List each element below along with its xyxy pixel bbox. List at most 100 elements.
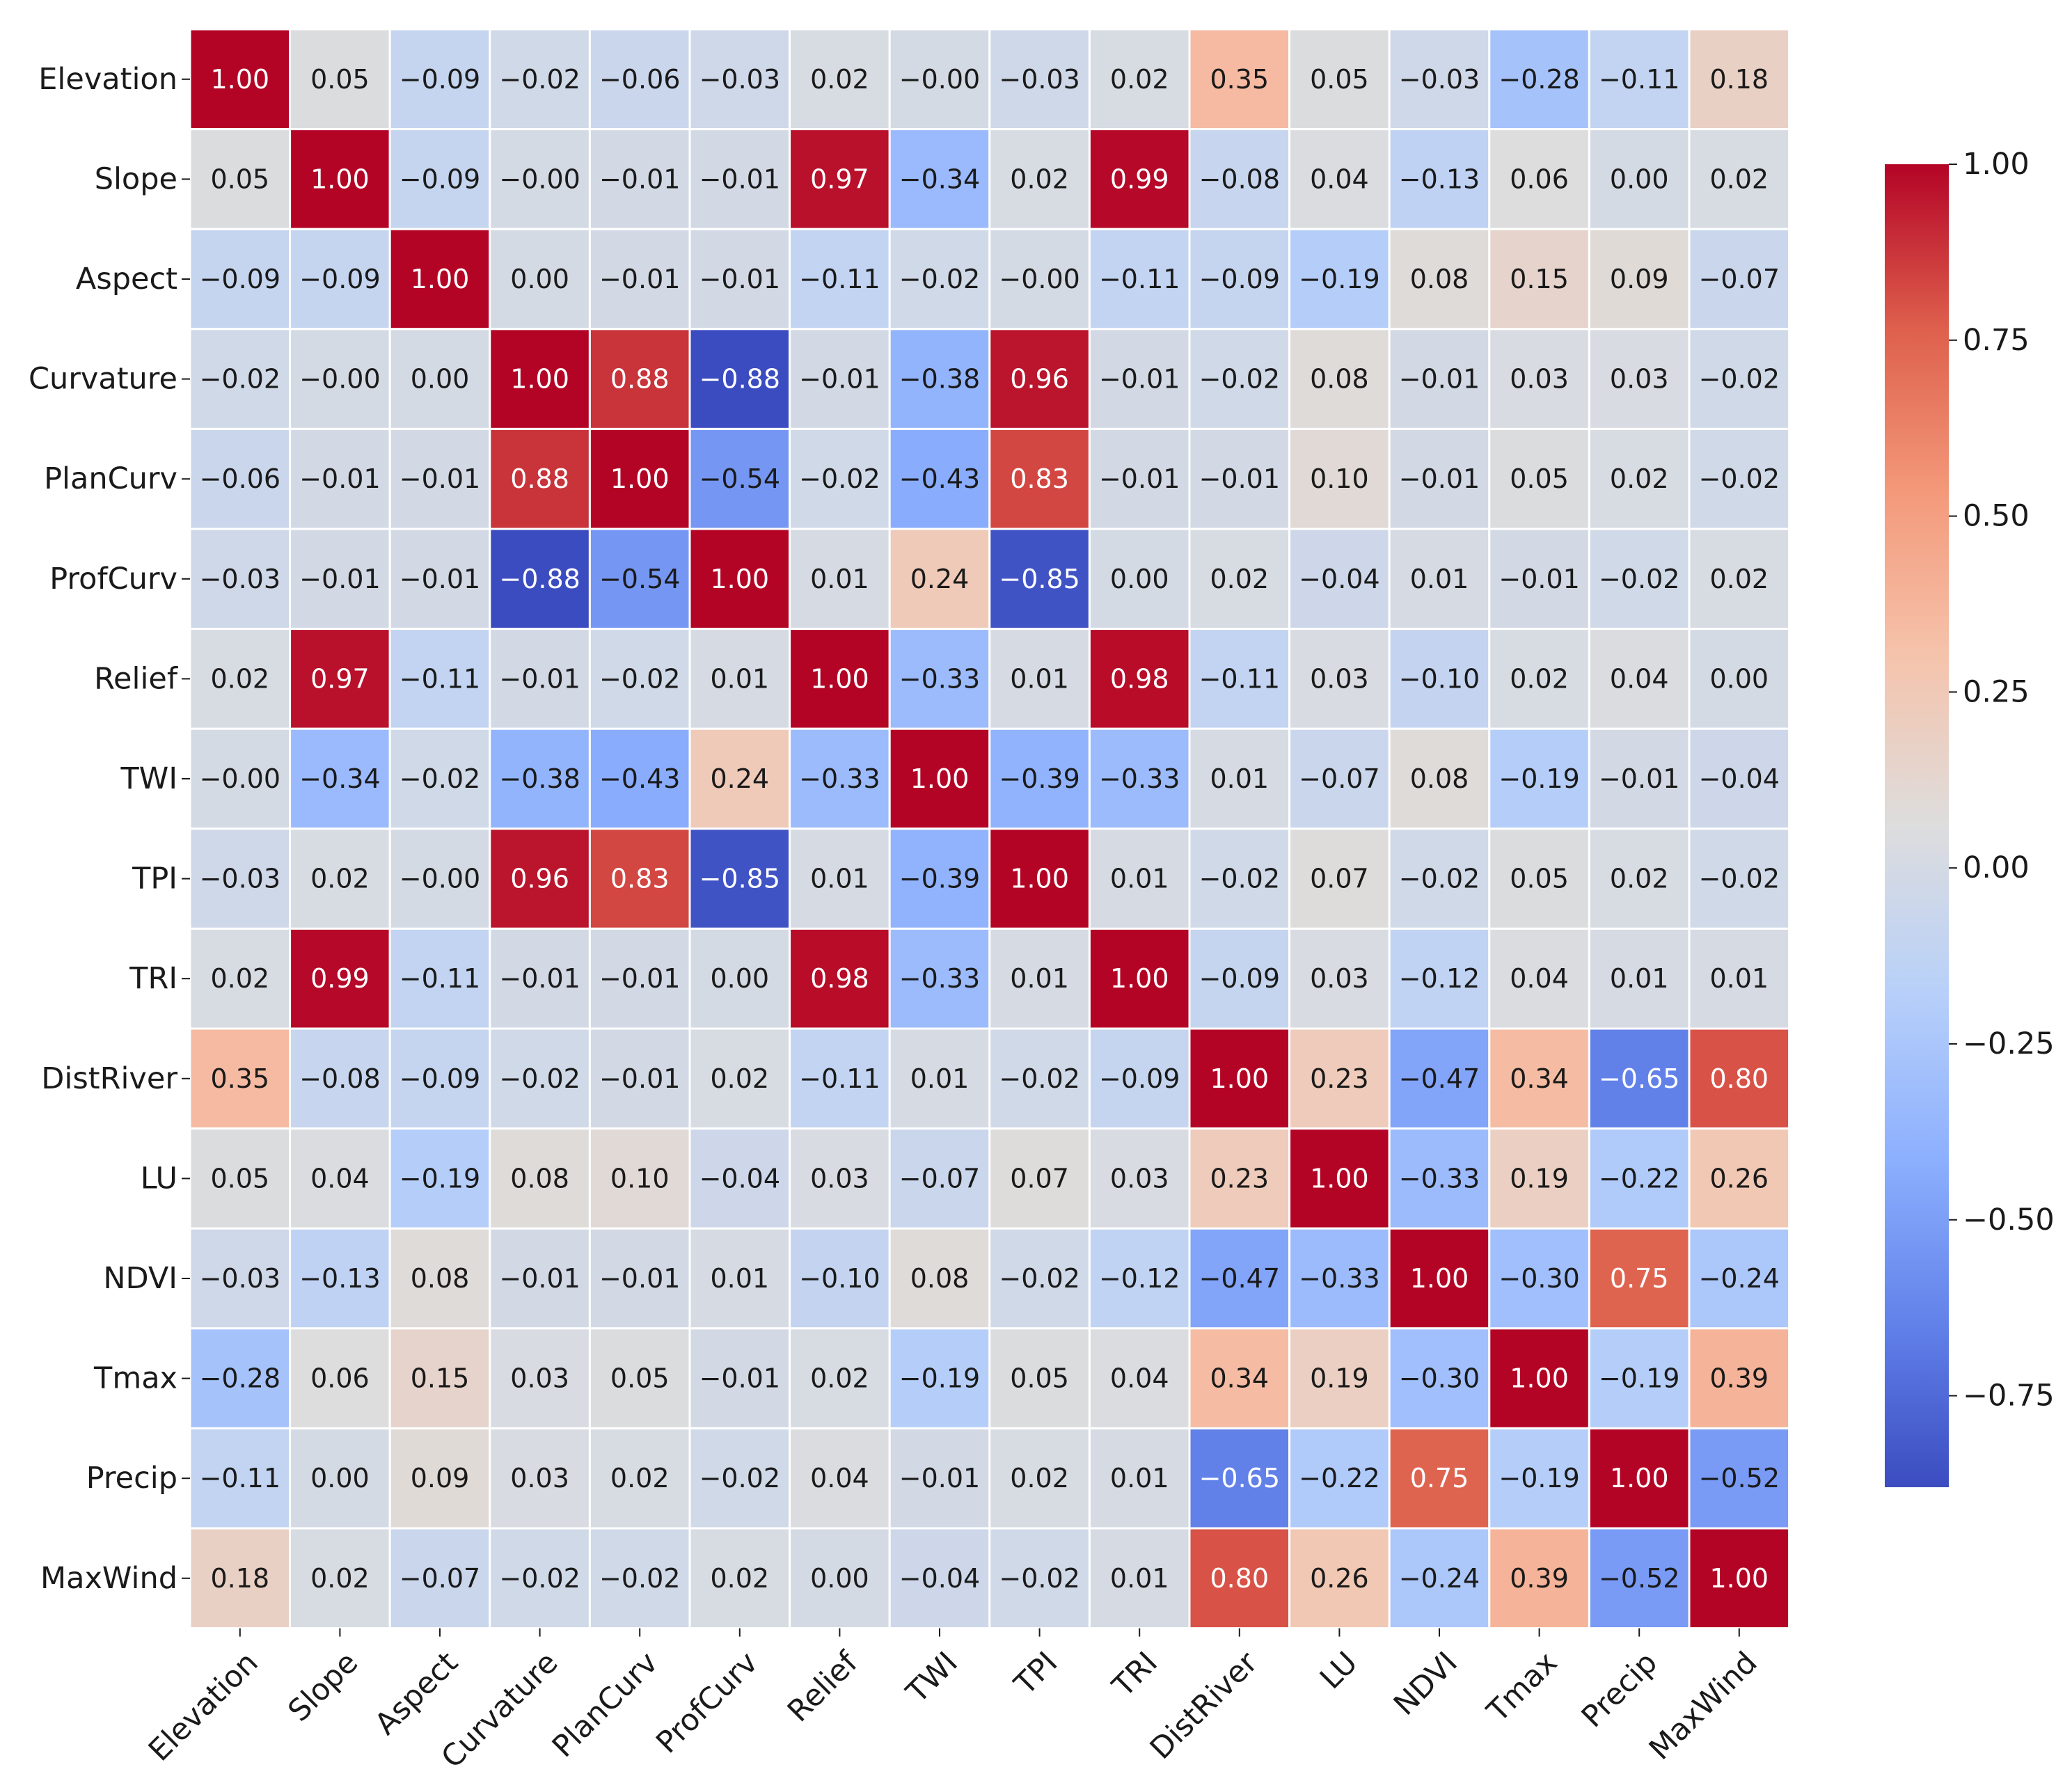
heatmap-cell-tri-elevation	[189, 927, 292, 1030]
heatmap-cell-tmax-aspect	[388, 1327, 491, 1429]
x-axis-label-ndvi: NDVI	[1387, 1645, 1464, 1722]
heatmap-cell-ndvi-precip	[1588, 1227, 1691, 1330]
heatmap-cell-tpi-relief	[789, 827, 891, 930]
heatmap-cell-aspect-twi	[888, 228, 991, 331]
heatmap-cell-ndvi-relief	[789, 1227, 891, 1330]
heatmap-cell-profcurv-curvature	[489, 528, 591, 631]
colorbar-tick-label: 1.00	[1963, 147, 2030, 182]
heatmap-cell-tri-aspect	[388, 927, 491, 1030]
heatmap-cell-tri-ndvi	[1388, 927, 1491, 1030]
heatmap-cell-value: −0.01	[599, 963, 680, 994]
heatmap-cell-tri-plancurv	[588, 927, 691, 1030]
heatmap-cell-tmax-tmax	[1488, 1327, 1590, 1429]
heatmap-cell-value: 0.75	[1410, 1463, 1469, 1493]
heatmap-cell-value: −0.02	[400, 763, 480, 794]
heatmap-cell-value: 0.02	[1709, 164, 1769, 194]
heatmap-cell-value: −0.34	[299, 763, 380, 794]
heatmap-cell-value: 0.97	[810, 164, 869, 194]
heatmap-cell-slope-distriver	[1188, 128, 1291, 230]
heatmap-cell-value: −0.88	[699, 364, 780, 395]
heatmap-cell-value: 1.00	[810, 663, 869, 694]
heatmap-cell-value: −0.02	[499, 1563, 580, 1594]
heatmap-cell-distriver-slope	[289, 1027, 391, 1130]
heatmap-cell-value: −0.01	[599, 264, 680, 294]
heatmap-cell-lu-profcurv	[688, 1127, 791, 1230]
heatmap-cell-value: −0.13	[299, 1263, 380, 1294]
heatmap-cell-value: −0.01	[599, 164, 680, 194]
heatmap-cell-value: 1.00	[1410, 1263, 1469, 1294]
heatmap-cell-distriver-maxwind	[1688, 1027, 1791, 1130]
heatmap-cell-value: −0.02	[899, 264, 980, 294]
heatmap-cell-twi-precip	[1588, 727, 1691, 830]
heatmap-cell-tmax-curvature	[489, 1327, 591, 1429]
heatmap-cell-aspect-tmax	[1488, 228, 1590, 331]
heatmap-cell-value: 0.09	[411, 1463, 470, 1493]
heatmap-cell-value: 0.34	[1510, 1063, 1569, 1094]
heatmap-cell-value: 0.01	[1110, 864, 1169, 894]
heatmap-cell-tmax-tpi	[988, 1327, 1091, 1429]
heatmap-cell-value: −0.00	[200, 763, 280, 794]
heatmap-cell-value: 0.02	[1610, 463, 1669, 494]
heatmap-cell-value: −0.02	[599, 1563, 680, 1594]
heatmap-cell-tri-maxwind	[1688, 927, 1791, 1030]
heatmap-cell-value: −0.01	[599, 1263, 680, 1294]
heatmap-cell-aspect-curvature	[489, 228, 591, 331]
heatmap-cell-value: −0.00	[499, 164, 580, 194]
heatmap-cell-plancurv-tri	[1088, 427, 1191, 530]
heatmap-cell-value: −0.30	[1498, 1263, 1579, 1294]
heatmap-cell-value: −0.47	[1399, 1063, 1480, 1094]
heatmap-cell-value: 0.08	[1310, 364, 1369, 395]
heatmap-cell-value: 0.02	[810, 64, 869, 95]
heatmap-cell-plancurv-lu	[1288, 427, 1391, 530]
heatmap-cell-tri-lu	[1288, 927, 1391, 1030]
heatmap-cell-value: −0.39	[999, 763, 1080, 794]
heatmap-cell-elevation-slope	[289, 28, 391, 131]
heatmap-cell-ndvi-tri	[1088, 1227, 1191, 1330]
heatmap-cell-slope-plancurv	[588, 128, 691, 230]
heatmap-cell-value: −0.09	[1199, 963, 1280, 994]
heatmap-cell-value: 0.96	[1010, 364, 1069, 395]
heatmap-cell-value: 0.04	[1110, 1363, 1169, 1394]
heatmap-cell-value: −0.02	[1199, 364, 1280, 395]
heatmap-cell-value: 0.00	[310, 1463, 370, 1493]
heatmap-cell-curvature-slope	[289, 328, 391, 430]
heatmap-cell-value: 1.00	[1510, 1363, 1569, 1394]
heatmap-cell-value: 0.80	[1210, 1563, 1269, 1594]
x-axis-label-twi: TWI	[899, 1645, 965, 1711]
heatmap-cell-curvature-aspect	[388, 328, 491, 430]
y-axis-label-curvature: Curvature	[29, 362, 177, 397]
heatmap-cell-value: 0.01	[1610, 963, 1669, 994]
heatmap-cell-value: 1.00	[210, 64, 269, 95]
heatmap-cell-precip-ndvi	[1388, 1427, 1491, 1530]
heatmap-cell-value: −0.54	[699, 463, 780, 494]
heatmap-cell-value: 0.02	[1010, 1463, 1069, 1493]
heatmap-cell-value: −0.12	[1399, 963, 1480, 994]
heatmap-cell-value: −0.02	[799, 463, 880, 494]
heatmap-cell-value: −0.85	[999, 564, 1080, 594]
heatmap-cell-value: 0.00	[1110, 564, 1169, 594]
colorbar-gradient	[1885, 164, 1949, 1487]
heatmap-cell-value: −0.02	[999, 1263, 1080, 1294]
x-axis-label-tri: TRI	[1105, 1645, 1164, 1704]
heatmap-cell-relief-distriver	[1188, 628, 1291, 730]
heatmap-cell-aspect-tri	[1088, 228, 1191, 331]
heatmap-cell-value: −0.43	[899, 463, 980, 494]
heatmap-cell-value: −0.52	[1599, 1563, 1679, 1594]
x-axis-label-precip: Precip	[1575, 1645, 1664, 1734]
heatmap-cell-value: −0.02	[1699, 364, 1780, 395]
colorbar-tick-label: 0.25	[1963, 674, 2030, 709]
heatmap-cell-maxwind-plancurv	[588, 1527, 691, 1630]
heatmap-cell-value: 1.00	[1210, 1063, 1269, 1094]
heatmap-cell-value: 0.83	[1010, 463, 1069, 494]
heatmap-cell-value: −0.28	[200, 1363, 280, 1394]
heatmap-cell-maxwind-lu	[1288, 1527, 1391, 1630]
heatmap-cell-slope-relief	[789, 128, 891, 230]
heatmap-cell-aspect-precip	[1588, 228, 1691, 331]
heatmap-cell-value: −0.11	[400, 963, 480, 994]
heatmap-cell-value: −0.33	[1099, 763, 1180, 794]
heatmap-cell-slope-aspect	[388, 128, 491, 230]
heatmap-cell-plancurv-twi	[888, 427, 991, 530]
y-axis-label-elevation: Elevation	[38, 62, 177, 97]
heatmap-cell-twi-tmax	[1488, 727, 1590, 830]
heatmap-cell-value: −0.01	[1099, 364, 1180, 395]
